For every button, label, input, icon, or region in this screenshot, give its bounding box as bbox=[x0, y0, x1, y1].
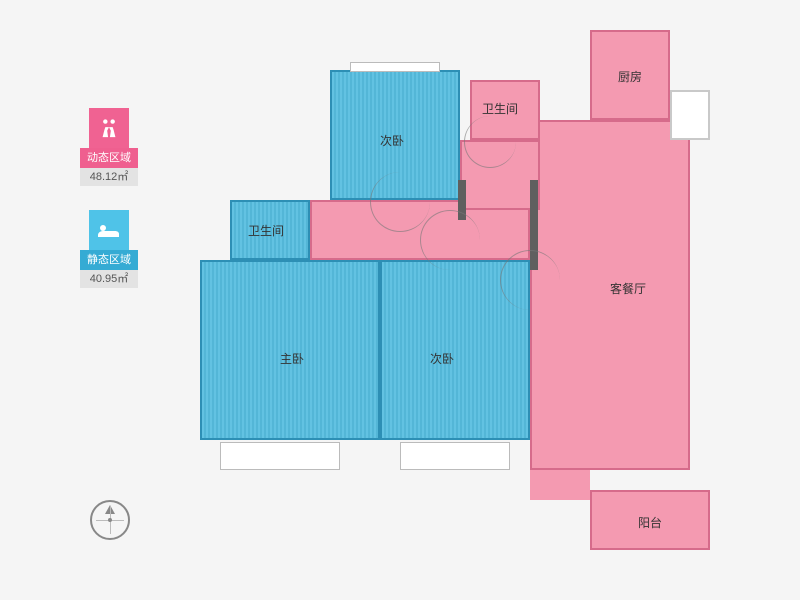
room-label-living: 客餐厅 bbox=[610, 280, 646, 297]
room-label-bed2b: 次卧 bbox=[430, 350, 454, 367]
window bbox=[220, 442, 340, 470]
door-arc bbox=[464, 116, 516, 168]
people-icon bbox=[89, 108, 129, 148]
compass-icon bbox=[90, 500, 130, 540]
window bbox=[350, 62, 440, 72]
legend: 动态区域 48.12㎡ 静态区域 40.95㎡ bbox=[80, 108, 138, 312]
legend-static-label: 静态区域 bbox=[80, 250, 138, 270]
window bbox=[400, 442, 510, 470]
legend-dynamic: 动态区域 48.12㎡ bbox=[80, 108, 138, 186]
corridor-fill bbox=[530, 470, 590, 500]
door-arc bbox=[370, 172, 430, 232]
room-label-balcony: 阳台 bbox=[638, 514, 662, 531]
legend-dynamic-label: 动态区域 bbox=[80, 148, 138, 168]
door-arc bbox=[500, 250, 560, 310]
room-label-bath1: 卫生间 bbox=[482, 100, 518, 117]
legend-static-value: 40.95㎡ bbox=[80, 270, 138, 288]
legend-dynamic-value: 48.12㎡ bbox=[80, 168, 138, 186]
sleep-icon bbox=[89, 210, 129, 250]
room-label-bath2: 卫生间 bbox=[248, 222, 284, 239]
room-label-kitchen: 厨房 bbox=[618, 68, 642, 85]
room-label-master: 主卧 bbox=[280, 350, 304, 367]
room-entry bbox=[670, 90, 710, 140]
legend-static: 静态区域 40.95㎡ bbox=[80, 210, 138, 288]
floorplan: 厨房客餐厅卫生间卫生间次卧次卧主卧阳台 bbox=[190, 30, 750, 580]
room-label-bed2a: 次卧 bbox=[380, 132, 404, 149]
door-arc bbox=[420, 210, 480, 270]
